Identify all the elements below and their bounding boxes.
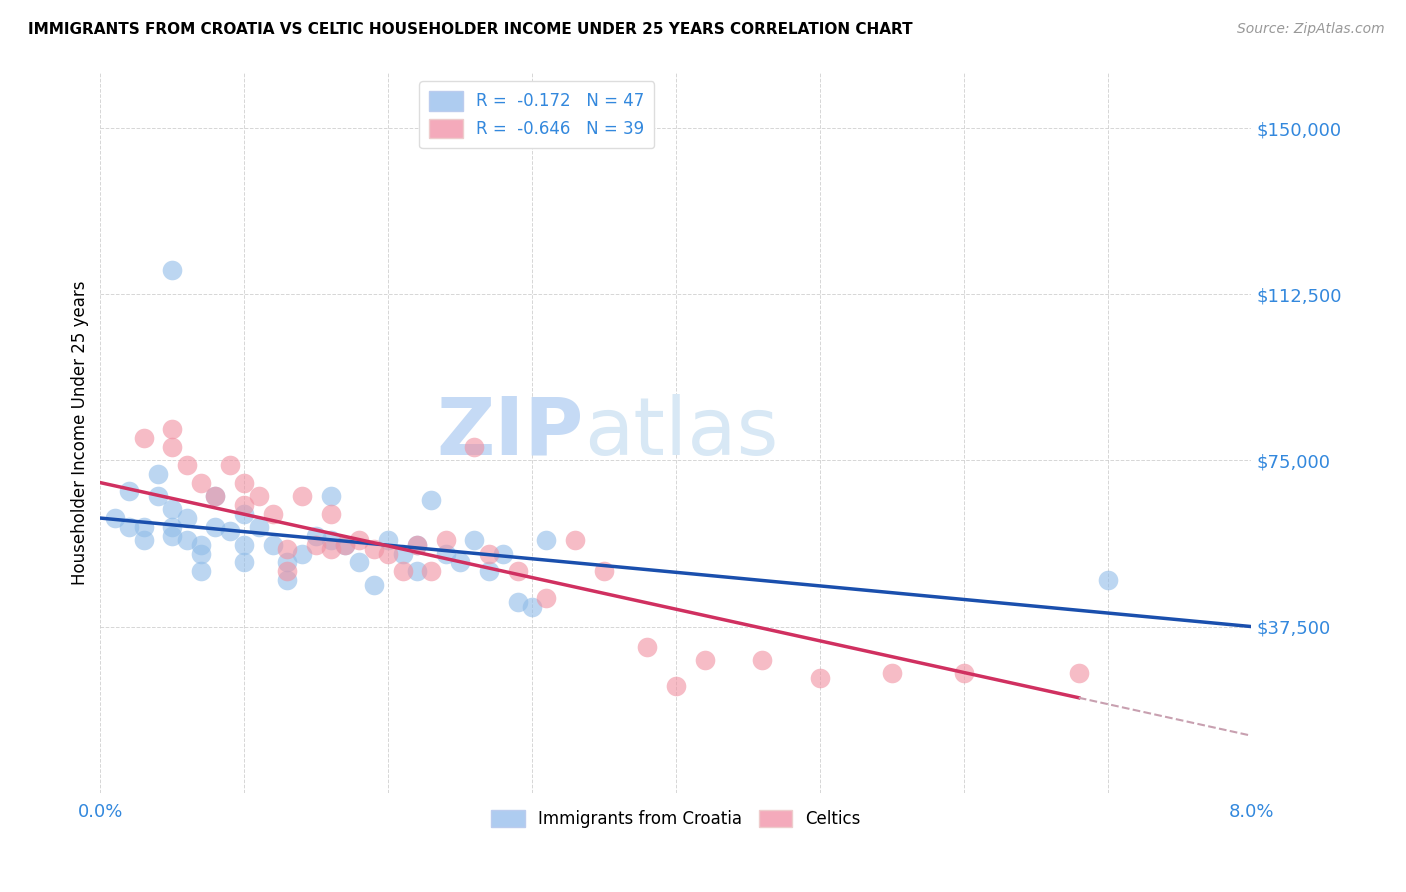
Point bbox=[751, 653, 773, 667]
Point bbox=[204, 489, 226, 503]
Point bbox=[406, 538, 429, 552]
Point bbox=[420, 564, 443, 578]
Point bbox=[146, 489, 169, 503]
Point bbox=[291, 547, 314, 561]
Point bbox=[406, 564, 429, 578]
Point bbox=[363, 577, 385, 591]
Point bbox=[162, 529, 184, 543]
Point bbox=[162, 520, 184, 534]
Point bbox=[319, 489, 342, 503]
Point bbox=[1067, 666, 1090, 681]
Point bbox=[406, 538, 429, 552]
Point bbox=[218, 458, 240, 472]
Point bbox=[262, 538, 284, 552]
Point bbox=[162, 502, 184, 516]
Point bbox=[305, 529, 328, 543]
Point bbox=[247, 520, 270, 534]
Point bbox=[420, 493, 443, 508]
Text: IMMIGRANTS FROM CROATIA VS CELTIC HOUSEHOLDER INCOME UNDER 25 YEARS CORRELATION : IMMIGRANTS FROM CROATIA VS CELTIC HOUSEH… bbox=[28, 22, 912, 37]
Point bbox=[176, 533, 198, 548]
Point bbox=[808, 671, 831, 685]
Point bbox=[276, 555, 298, 569]
Point bbox=[276, 564, 298, 578]
Point bbox=[233, 498, 256, 512]
Point bbox=[391, 547, 413, 561]
Point bbox=[363, 542, 385, 557]
Point bbox=[276, 573, 298, 587]
Point bbox=[449, 555, 471, 569]
Point bbox=[146, 467, 169, 481]
Point bbox=[349, 533, 371, 548]
Point bbox=[190, 564, 212, 578]
Point bbox=[247, 489, 270, 503]
Point bbox=[536, 591, 558, 605]
Point bbox=[434, 547, 457, 561]
Point bbox=[377, 547, 399, 561]
Point bbox=[276, 542, 298, 557]
Point bbox=[233, 555, 256, 569]
Point bbox=[319, 507, 342, 521]
Point bbox=[233, 538, 256, 552]
Point bbox=[118, 484, 141, 499]
Point bbox=[104, 511, 127, 525]
Point bbox=[478, 547, 501, 561]
Point bbox=[463, 533, 485, 548]
Point bbox=[176, 458, 198, 472]
Point bbox=[693, 653, 716, 667]
Point bbox=[291, 489, 314, 503]
Point bbox=[132, 431, 155, 445]
Text: Source: ZipAtlas.com: Source: ZipAtlas.com bbox=[1237, 22, 1385, 37]
Point bbox=[492, 547, 515, 561]
Y-axis label: Householder Income Under 25 years: Householder Income Under 25 years bbox=[72, 281, 89, 585]
Point bbox=[478, 564, 501, 578]
Point bbox=[349, 555, 371, 569]
Point bbox=[176, 511, 198, 525]
Point bbox=[162, 263, 184, 277]
Point bbox=[162, 440, 184, 454]
Point bbox=[319, 533, 342, 548]
Point bbox=[636, 640, 658, 654]
Point bbox=[319, 542, 342, 557]
Point bbox=[1097, 573, 1119, 587]
Point bbox=[593, 564, 616, 578]
Point bbox=[434, 533, 457, 548]
Point bbox=[880, 666, 903, 681]
Point bbox=[506, 595, 529, 609]
Text: atlas: atlas bbox=[583, 393, 778, 472]
Point bbox=[333, 538, 356, 552]
Point bbox=[204, 520, 226, 534]
Point bbox=[377, 533, 399, 548]
Legend: Immigrants from Croatia, Celtics: Immigrants from Croatia, Celtics bbox=[485, 803, 868, 835]
Point bbox=[233, 507, 256, 521]
Point bbox=[218, 524, 240, 539]
Point bbox=[118, 520, 141, 534]
Point bbox=[132, 533, 155, 548]
Point bbox=[132, 520, 155, 534]
Point bbox=[536, 533, 558, 548]
Point bbox=[190, 538, 212, 552]
Point bbox=[463, 440, 485, 454]
Point bbox=[190, 475, 212, 490]
Point bbox=[665, 679, 688, 693]
Point bbox=[190, 547, 212, 561]
Point bbox=[520, 599, 543, 614]
Point bbox=[233, 475, 256, 490]
Point bbox=[204, 489, 226, 503]
Point bbox=[333, 538, 356, 552]
Point bbox=[952, 666, 974, 681]
Point bbox=[305, 538, 328, 552]
Point bbox=[162, 422, 184, 436]
Point bbox=[564, 533, 586, 548]
Point bbox=[391, 564, 413, 578]
Point bbox=[262, 507, 284, 521]
Text: ZIP: ZIP bbox=[436, 393, 583, 472]
Point bbox=[506, 564, 529, 578]
